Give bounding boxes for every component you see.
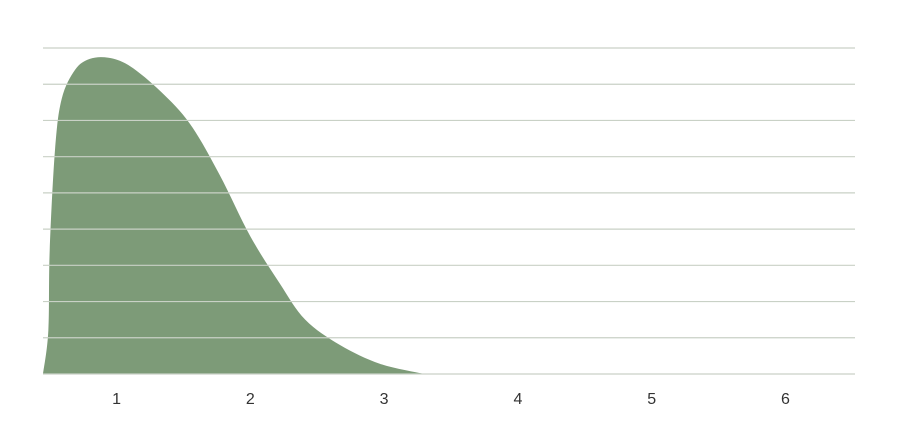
x-tick-label: 5: [647, 391, 656, 408]
x-tick-label: 4: [513, 391, 522, 408]
x-tick-label: 6: [781, 391, 790, 408]
area: [43, 57, 425, 375]
x-tick-label: 3: [380, 391, 389, 408]
x-tick-label: 1: [112, 391, 121, 408]
x-tick-label: 2: [246, 391, 255, 408]
